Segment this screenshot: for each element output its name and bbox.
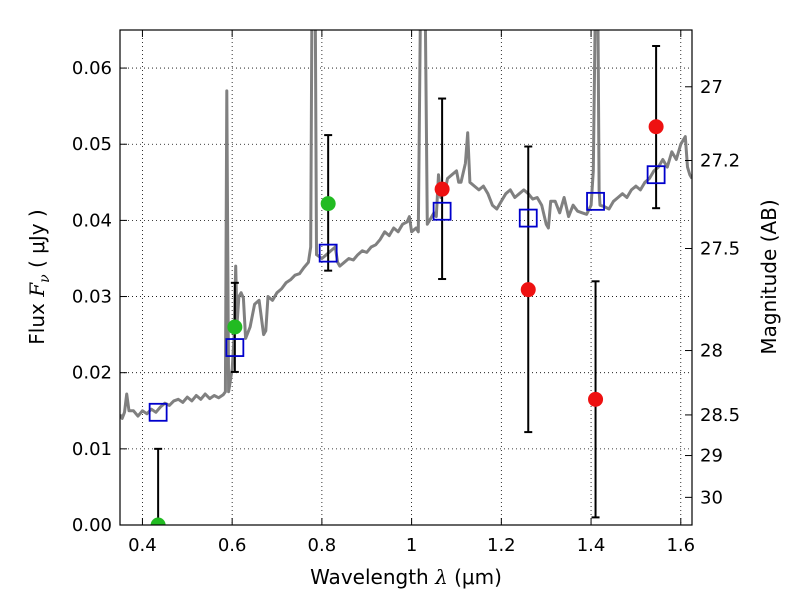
y2-tick-label: 29 xyxy=(700,446,723,467)
y2-tick-label: 28.5 xyxy=(700,405,740,426)
x-tick-label: 0.8 xyxy=(308,535,337,556)
model-photometry-box xyxy=(318,243,338,263)
model-photometry-box xyxy=(148,402,168,422)
observed-point-red xyxy=(648,119,664,135)
y2-tick-label: 28 xyxy=(700,341,723,362)
y2-axis-ticks: 27 27.2 27.5 28 28.5 29 30 xyxy=(685,77,740,508)
model-photometry-box xyxy=(586,191,605,211)
y2-tick-label: 30 xyxy=(700,487,723,508)
y2-tick-label: 27.5 xyxy=(700,239,740,260)
x-tick-label: 0.4 xyxy=(128,535,157,556)
x-tick-label: 1.2 xyxy=(487,535,516,556)
x-tick-label: 1.4 xyxy=(577,535,606,556)
observed-point-green xyxy=(227,319,243,335)
y2-axis-label: Magnitude (AB) xyxy=(757,199,781,354)
x-tick-label: 0.6 xyxy=(218,535,247,556)
model-photometry-box xyxy=(432,201,452,221)
observed-points-layer xyxy=(150,119,664,525)
model-spectrum-line xyxy=(120,30,692,420)
observed-point-red xyxy=(588,391,604,407)
observed-point-red xyxy=(434,181,450,197)
model-photometry-box xyxy=(646,165,666,185)
y-tick-label: 0.01 xyxy=(72,439,112,460)
x-axis-label: Wavelength λ (μm) xyxy=(310,565,502,589)
observed-point-green xyxy=(150,517,166,525)
observed-point-red xyxy=(520,282,536,298)
y2-tick-label: 27.2 xyxy=(700,151,740,172)
x-tick-label: 1.6 xyxy=(666,535,695,556)
y-tick-label: 0.06 xyxy=(72,58,112,79)
y2-tick-label: 27 xyxy=(700,77,723,98)
y-axis-ticks: 0.00 0.01 0.02 0.03 0.04 0.05 0.06 xyxy=(72,58,127,536)
y-tick-label: 0.00 xyxy=(72,515,112,536)
plot-background xyxy=(120,30,692,525)
x-tick-label: 1 xyxy=(406,535,417,556)
model-photometry-layer xyxy=(148,165,666,422)
x-axis-ticks: 0.4 0.6 0.8 1 1.2 1.4 1.6 xyxy=(128,30,695,556)
plot-frame xyxy=(119,29,693,526)
y-tick-label: 0.05 xyxy=(72,134,112,155)
y-tick-label: 0.04 xyxy=(72,210,112,231)
model-photometry-box xyxy=(225,338,245,357)
model-spectrum-layer xyxy=(120,30,692,420)
y-tick-label: 0.02 xyxy=(72,363,112,384)
model-photometry-box xyxy=(518,208,538,228)
y-tick-label: 0.03 xyxy=(72,287,112,308)
y-axis-label: Flux Fν ( μJy ) xyxy=(25,209,53,344)
observed-point-green xyxy=(320,196,336,212)
